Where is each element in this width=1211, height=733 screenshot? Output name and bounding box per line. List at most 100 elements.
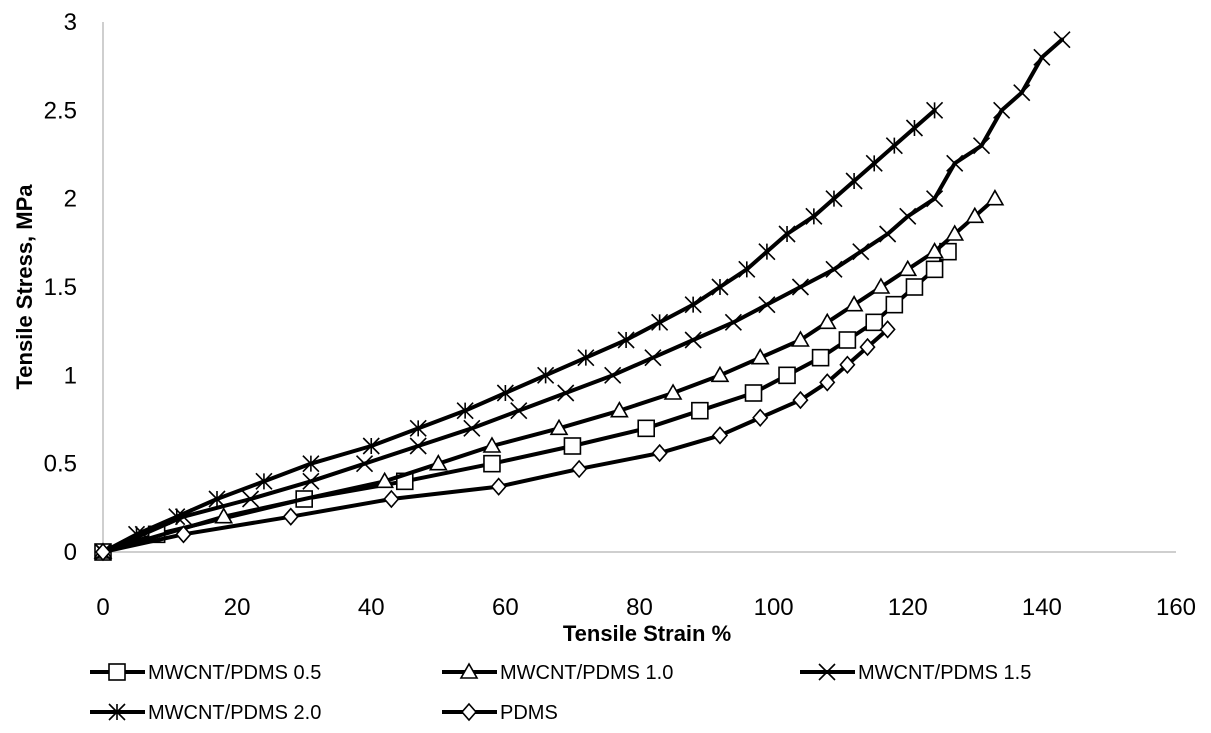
data-point <box>945 224 965 241</box>
y-tick-labels: 0 0.5 1 1.5 2 2.5 3 <box>44 9 77 566</box>
data-point <box>852 243 870 261</box>
data-point <box>972 137 991 155</box>
data-point <box>1053 31 1071 49</box>
data-point <box>355 455 374 473</box>
legend-item: MWCNT/PDMS 1.0 <box>442 662 673 684</box>
data-point <box>825 190 843 208</box>
data-point <box>899 207 917 225</box>
x-tick-label: 120 <box>888 594 928 621</box>
data-point <box>738 260 756 278</box>
series-diamond <box>94 320 896 562</box>
data-point <box>651 443 668 463</box>
data-point <box>865 154 883 172</box>
data-point <box>1013 84 1031 102</box>
legend-label: PDMS <box>500 702 558 724</box>
data-point <box>684 296 702 314</box>
data-point <box>409 419 427 437</box>
x-tick-label: 0 <box>96 594 109 621</box>
series-star <box>94 101 944 561</box>
y-tick-label: 3 <box>64 9 77 36</box>
y-axis-title: Tensile Stress, MPa <box>12 184 37 390</box>
series-layer <box>93 31 1071 562</box>
legend-label: MWCNT/PDMS 1.0 <box>500 662 673 684</box>
data-point <box>871 277 891 294</box>
data-point <box>811 348 830 367</box>
x-tick-label: 40 <box>358 594 385 621</box>
legend-label: MWCNT/PDMS 2.0 <box>148 702 321 724</box>
data-point <box>282 507 299 526</box>
data-point <box>302 455 320 473</box>
data-point <box>885 295 904 314</box>
data-point <box>482 436 502 453</box>
legend-item: MWCNT/PDMS 1.5 <box>800 662 1031 684</box>
data-point <box>691 401 709 420</box>
data-point <box>818 663 836 681</box>
data-point <box>817 312 837 330</box>
data-point <box>108 663 126 681</box>
data-point <box>879 320 896 339</box>
data-point <box>845 172 863 190</box>
data-point <box>965 206 985 224</box>
data-point <box>758 243 776 261</box>
data-point <box>905 278 924 296</box>
data-point <box>604 366 622 384</box>
data-point <box>663 383 683 400</box>
x-tick-label: 80 <box>626 594 653 621</box>
y-tick-label: 0 <box>64 539 77 566</box>
data-point <box>844 295 864 312</box>
y-tick-label: 1.5 <box>44 274 77 301</box>
data-point <box>758 296 776 314</box>
data-point <box>175 525 192 544</box>
data-point <box>1033 48 1051 66</box>
data-point <box>428 454 448 471</box>
data-point <box>510 402 528 420</box>
data-point <box>926 190 944 208</box>
series-line <box>101 37 1064 554</box>
data-point <box>825 260 843 278</box>
data-point <box>537 366 555 384</box>
data-point <box>684 331 702 349</box>
data-point <box>108 703 126 721</box>
data-point <box>577 349 595 367</box>
data-point <box>375 471 395 489</box>
legend-label: MWCNT/PDMS 0.5 <box>148 662 321 684</box>
x-tick-label: 60 <box>492 594 519 621</box>
x-axis-title: Tensile Strain % <box>563 621 731 646</box>
data-point <box>617 331 635 349</box>
x-tick-label: 20 <box>224 594 251 621</box>
data-point <box>819 373 836 392</box>
data-point <box>557 384 575 402</box>
data-point <box>168 508 186 526</box>
data-point <box>208 490 226 508</box>
data-point <box>898 259 918 277</box>
data-point <box>993 101 1011 119</box>
data-point <box>651 313 669 331</box>
data-point <box>127 525 146 543</box>
legend-label: MWCNT/PDMS 1.5 <box>858 662 1031 684</box>
legend: MWCNT/PDMS 0.5 MWCNT/PDMS 1.0 MWCNT/PDMS 1… <box>90 662 1031 724</box>
data-point <box>496 384 514 402</box>
data-point <box>459 662 479 679</box>
data-point <box>778 366 796 385</box>
data-point <box>925 260 944 279</box>
data-point <box>859 337 876 357</box>
data-point <box>463 419 481 437</box>
legend-item: MWCNT/PDMS 0.5 <box>90 662 321 684</box>
data-point <box>383 489 400 509</box>
data-point <box>563 437 582 455</box>
data-point <box>879 225 897 243</box>
data-point <box>490 477 507 496</box>
data-point <box>926 101 944 119</box>
data-point <box>791 330 810 347</box>
data-point <box>710 365 730 383</box>
legend-item: PDMS <box>442 702 558 724</box>
data-point <box>711 278 729 296</box>
data-point <box>724 313 742 331</box>
series-line <box>101 249 950 554</box>
x-tick-labels: 0 20 40 60 80 100 120 140 160 <box>96 594 1196 621</box>
data-point <box>549 418 569 436</box>
data-point <box>885 137 903 155</box>
x-tick-label: 100 <box>754 594 794 621</box>
data-point <box>905 119 924 137</box>
